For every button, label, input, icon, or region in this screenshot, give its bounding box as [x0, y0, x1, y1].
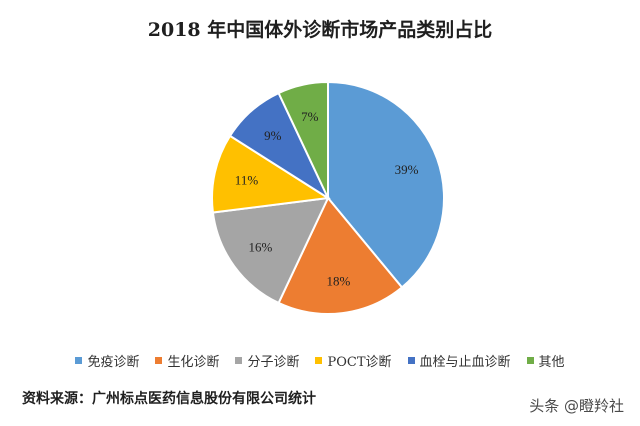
pie-slice-3 — [211, 134, 331, 214]
pie-slice-1 — [277, 196, 404, 315]
chart-title: 2018 年中国体外诊断市场产品类别占比 — [147, 19, 493, 41]
legend-label-2: 分子诊断 — [247, 355, 300, 370]
pie-slice-label-4: 9% — [264, 128, 282, 143]
pie-slice-label-0: 39% — [395, 162, 419, 177]
legend-label-4: 血栓与止血诊断 — [419, 355, 511, 370]
legend-marker-2 — [235, 357, 243, 364]
legend-label-1: 生化诊断 — [167, 355, 220, 370]
pie-slice-label-2: 16% — [249, 240, 273, 255]
legend-marker-3 — [315, 357, 323, 364]
legend-marker-5 — [526, 357, 534, 364]
pie-slice-label-3: 11% — [235, 172, 259, 187]
pie-slice-2 — [211, 196, 330, 305]
legend-item-5: 其他 — [526, 351, 565, 370]
legend-marker-1 — [155, 357, 163, 364]
legend-marker-0 — [75, 357, 83, 364]
pie-slice-5 — [277, 80, 329, 199]
pie-slice-label-1: 18% — [327, 273, 351, 288]
legend-item-0: 免疫诊断 — [75, 351, 139, 370]
legend-item-4: 血栓与止血诊断 — [407, 351, 511, 370]
legend-marker-4 — [407, 357, 415, 364]
legend-label-3: POCT诊断 — [327, 355, 392, 370]
legend-item-1: 生化诊断 — [155, 351, 219, 370]
pie-slice-0 — [327, 80, 445, 289]
chart-legend: 免疫诊断 生化诊断 分子诊断 POCT诊断 血栓与止血诊断 其他 — [0, 351, 640, 370]
legend-item-3: POCT诊断 — [315, 351, 392, 370]
legend-label-5: 其他 — [538, 355, 565, 370]
watermark: 头条 @瞪羚社 — [529, 397, 624, 415]
legend-label-0: 免疫诊断 — [87, 355, 140, 370]
pie-slice-label-5: 7% — [301, 109, 319, 124]
pie-chart: 39% 18% 16% 11% 9% 7% — [211, 80, 445, 315]
legend-item-2: 分子诊断 — [235, 351, 299, 370]
source-note: 资料来源：广州标点医药信息股份有限公司统计 — [22, 391, 316, 407]
